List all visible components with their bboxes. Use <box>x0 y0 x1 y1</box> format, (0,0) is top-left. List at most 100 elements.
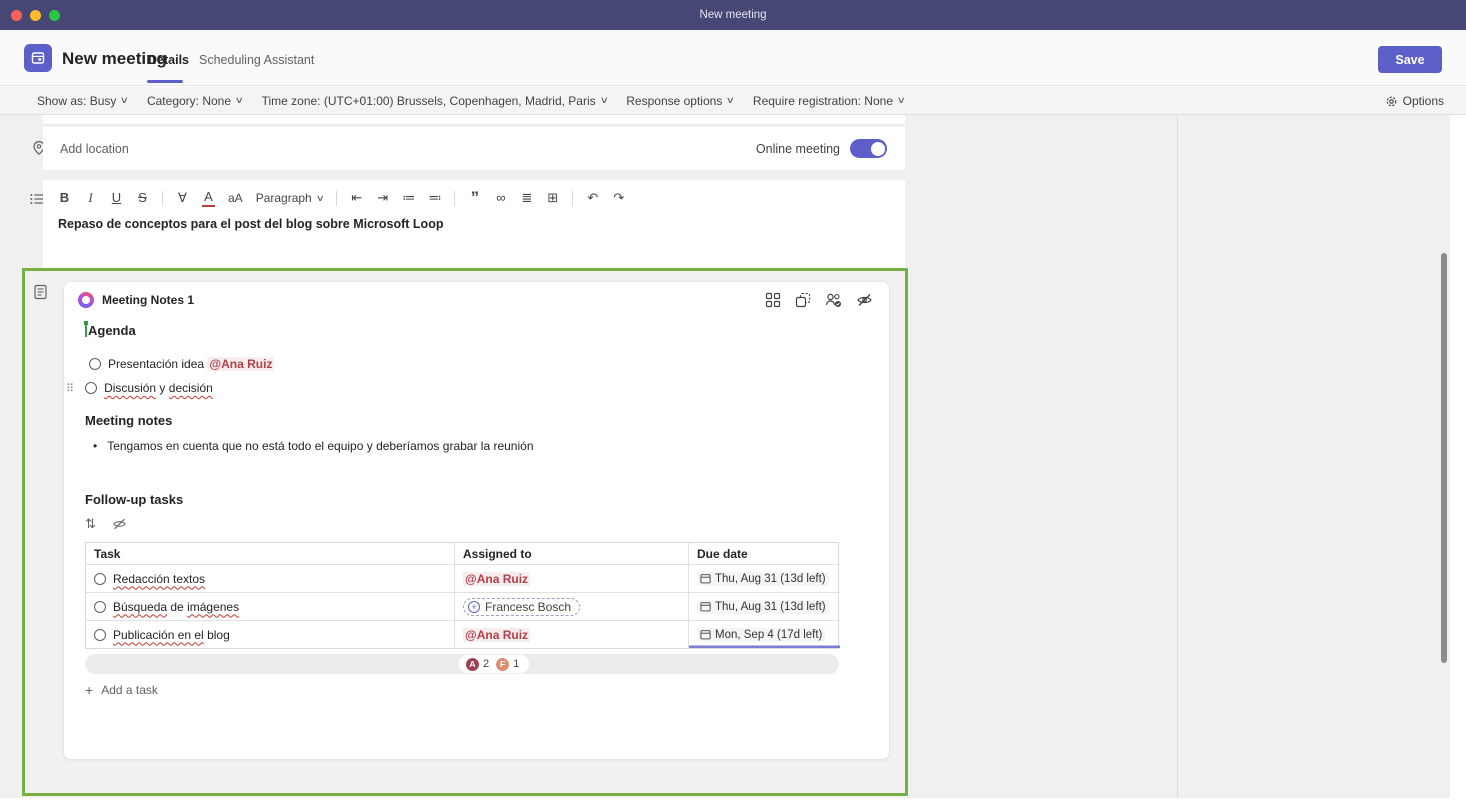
chevron-down-icon: ∨ <box>726 95 736 105</box>
previous-row-edge <box>43 115 905 125</box>
shared-people-icon[interactable] <box>825 292 842 308</box>
vertical-scrollbar-thumb[interactable] <box>1441 253 1447 663</box>
tab-scheduling-assistant[interactable]: Scheduling Assistant <box>199 53 315 67</box>
dropdown-response-options[interactable]: Response options ∨ <box>626 94 736 108</box>
undo-icon[interactable]: ↶ <box>587 190 599 205</box>
agenda-item[interactable]: ⠿ Discusión y decisión <box>66 381 213 395</box>
location-input[interactable]: Add location <box>60 141 129 156</box>
minimize-window-button[interactable] <box>30 9 41 21</box>
avatar-francesc: F <box>496 657 510 671</box>
mention-ana-ruiz[interactable]: @Ana Ruiz <box>463 571 531 586</box>
assignee-pill-francesc-bosch[interactable]: + Francesc Bosch <box>463 597 581 616</box>
dropdown-category[interactable]: Category: None ∨ <box>146 93 244 108</box>
loop-logo-icon <box>78 292 94 308</box>
checkbox-circle[interactable] <box>94 600 106 613</box>
task-cell[interactable]: Publicación en el blog <box>86 620 455 648</box>
underline-icon[interactable]: U <box>111 190 122 205</box>
redo-icon[interactable]: ↷ <box>613 190 625 205</box>
dropdown-show-as[interactable]: Show as: Busy ∨ <box>37 94 129 108</box>
page-title: New meeting <box>62 49 167 68</box>
toolbar-divider <box>572 190 574 206</box>
task-3-text[interactable]: Publicación en el blog <box>113 628 230 642</box>
due-date-cell[interactable]: Thu, Aug 31 (13d left) <box>689 592 840 620</box>
hide-column-icon[interactable] <box>112 517 127 531</box>
checkbox-circle[interactable] <box>94 628 106 641</box>
task-3-words: Publicación en el <box>113 627 204 642</box>
column-header-task[interactable]: Task <box>86 543 455 564</box>
task-1-text[interactable]: Redacción textos <box>113 571 206 586</box>
agenda-item[interactable]: Presentación idea @Ana Ruiz <box>89 357 275 371</box>
copy-component-icon[interactable] <box>795 292 811 308</box>
loop-meeting-notes-card: Meeting Notes 1 <box>63 281 890 760</box>
meeting-notes-bullet[interactable]: • Tengamos en cuenta que no está todo el… <box>93 439 534 453</box>
assignee-cell[interactable]: @Ana Ruiz <box>455 564 689 592</box>
strikethrough-icon[interactable]: S <box>138 190 147 205</box>
checkbox-circle[interactable] <box>94 572 106 585</box>
task-cell[interactable]: Redacción textos <box>86 564 455 592</box>
agenda-heading[interactable]: Agenda <box>84 321 136 338</box>
task-2-text[interactable]: Búsqueda de imágenes <box>113 600 239 614</box>
column-header-due-date[interactable]: Due date <box>697 546 748 561</box>
collab-cursor <box>84 321 88 337</box>
options-button[interactable]: Options <box>1385 87 1444 115</box>
dropdown-time-zone[interactable]: Time zone: (UTC+01:00) Brussels, Copenha… <box>262 94 609 108</box>
tab-details[interactable]: Details <box>148 53 189 67</box>
blockquote-icon[interactable]: ” <box>470 188 480 207</box>
toolbar-divider <box>162 190 163 206</box>
meeting-notes-text[interactable]: Tengamos en cuenta que no está todo el e… <box>107 439 534 453</box>
mention-ana-ruiz[interactable]: @Ana Ruiz <box>207 357 275 371</box>
components-grid-icon[interactable] <box>765 292 781 308</box>
column-header-assigned-to[interactable]: Assigned to <box>455 543 689 564</box>
italic-icon[interactable]: I <box>88 190 93 205</box>
task-2-word-1: Búsqueda <box>113 599 168 614</box>
plus-icon: + <box>85 682 94 698</box>
close-window-button[interactable] <box>11 9 22 21</box>
follow-up-tasks-heading[interactable]: Follow-up tasks <box>85 492 184 507</box>
task-cell[interactable]: Búsqueda de imágenes <box>86 592 455 620</box>
due-date-token[interactable]: Mon, Sep 4 (17d left) <box>697 627 826 642</box>
due-date-token[interactable]: Thu, Aug 31 (13d left) <box>697 571 829 586</box>
options-button-label: Options <box>1402 94 1444 108</box>
drag-handle-icon[interactable]: ⠿ <box>66 382 74 395</box>
description-text[interactable]: Repaso de conceptos para el post del blo… <box>58 217 444 231</box>
mention-ana-ruiz[interactable]: @Ana Ruiz <box>463 627 531 642</box>
checkbox-circle[interactable] <box>85 382 98 394</box>
add-a-task-label: Add a task <box>101 683 158 697</box>
paragraph-style-dropdown[interactable]: Paragraph ∨ <box>256 191 325 205</box>
checkbox-circle[interactable] <box>89 358 101 370</box>
dropdown-category-label: Category: None <box>146 93 232 108</box>
agenda-item-2-text[interactable]: Discusión y decisión <box>104 381 213 395</box>
font-size-icon[interactable]: aA <box>228 191 243 205</box>
indent-icon[interactable]: ⇥ <box>377 190 389 205</box>
line-spacing-icon[interactable]: ≣ <box>521 190 533 205</box>
assignee-cell[interactable]: + Francesc Bosch <box>455 592 689 620</box>
due-date-cell[interactable]: Thu, Aug 31 (13d left) <box>689 564 840 592</box>
calendar-icon <box>700 574 711 584</box>
due-date-cell-selected[interactable]: Mon, Sep 4 (17d left) <box>689 620 840 648</box>
avatar-ana: A <box>466 657 479 671</box>
outdent-icon[interactable]: ⇤ <box>351 190 363 205</box>
loop-component-title[interactable]: Meeting Notes 1 <box>102 293 195 307</box>
calendar-icon <box>700 602 711 612</box>
bullet-list-icon[interactable]: ≔ <box>402 190 416 205</box>
insert-table-icon[interactable]: ⊞ <box>547 190 559 205</box>
meeting-notes-heading[interactable]: Meeting notes <box>85 413 173 428</box>
agenda-item-text[interactable]: Presentación idea @Ana Ruiz <box>108 357 275 371</box>
hide-component-icon[interactable] <box>856 292 873 308</box>
add-a-task-button[interactable]: + Add a task <box>85 682 158 698</box>
font-color-icon[interactable]: A <box>202 189 215 207</box>
due-date-token[interactable]: Thu, Aug 31 (13d left) <box>697 599 829 614</box>
dropdown-require-registration[interactable]: Require registration: None ∨ <box>753 94 906 108</box>
sort-tasks-icon[interactable]: ⇅ <box>85 516 96 531</box>
insert-link-icon[interactable]: ∞ <box>496 190 506 205</box>
meeting-description-editor: B I U S ∀ A aA Paragraph ∨ ⇤ ⇥ ≔ ≕ ” ∞ ≣… <box>43 180 905 268</box>
due-date-text: Thu, Aug 31 (13d left) <box>715 600 826 613</box>
online-meeting-toggle[interactable] <box>850 139 887 158</box>
save-button[interactable]: Save <box>1378 46 1442 73</box>
assignee-cell[interactable]: @Ana Ruiz <box>455 620 689 648</box>
highlight-icon[interactable]: ∀ <box>178 190 187 205</box>
numbered-list-icon[interactable]: ≕ <box>428 190 442 205</box>
bold-icon[interactable]: B <box>59 190 70 205</box>
zoom-window-button[interactable] <box>49 9 60 21</box>
